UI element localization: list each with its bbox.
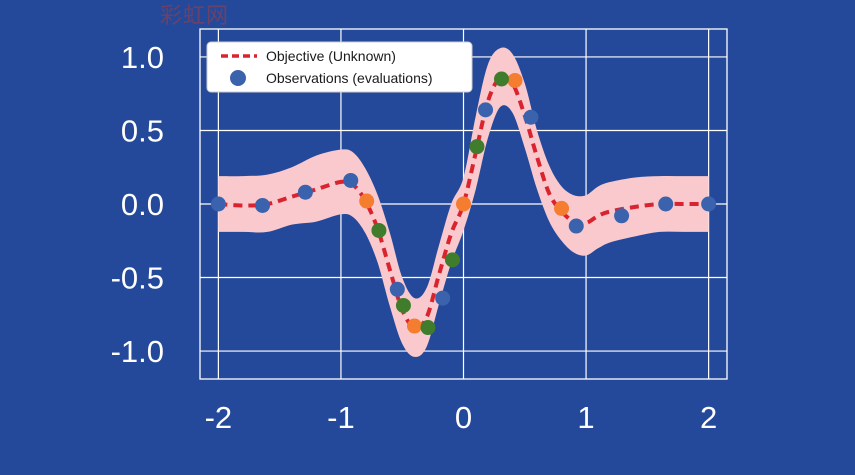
observations-blue-point [435, 290, 451, 306]
y-tick-label: -1.0 [111, 334, 164, 369]
observations-blue-point [297, 184, 313, 200]
legend-label: Observations (evaluations) [266, 70, 433, 86]
x-tick-label: 2 [700, 400, 717, 435]
y-tick-label: 0.0 [121, 187, 164, 222]
observations-blue-point [343, 172, 359, 188]
legend-box [206, 41, 473, 93]
objective-line-path [218, 74, 709, 330]
y-tick-label: 1.0 [121, 40, 164, 75]
observations-blue-point [701, 196, 717, 212]
observations-blue-point [255, 197, 271, 213]
observations-orange-point [359, 193, 375, 209]
legend-dot-marker [230, 70, 246, 86]
observations-green-point [469, 139, 485, 155]
observations-blue-point [568, 218, 584, 234]
observations-blue-point [478, 102, 494, 118]
observation-points [210, 71, 717, 336]
x-tick-label: 0 [455, 400, 472, 435]
observations-green-point [420, 320, 436, 336]
observations-blue-point [658, 196, 674, 212]
objective-line [218, 74, 709, 330]
legend-label: Objective (Unknown) [266, 48, 396, 64]
observations-orange-point [456, 196, 471, 212]
observations-blue-point [614, 208, 630, 224]
observations-orange-point [554, 200, 570, 216]
x-tick-label: -1 [327, 400, 355, 435]
axes: -2 -1 0 1 2 1.0 0.5 0.0 -0.5 -1.0 [111, 40, 718, 435]
observations-orange-point [507, 72, 523, 88]
watermark-logo: 彩虹网 [160, 4, 230, 29]
observations-blue-point [523, 109, 539, 125]
observations-green-point [371, 222, 387, 238]
legend: Objective (Unknown) Observations (evaluat… [206, 41, 473, 93]
y-tick-label: -0.5 [111, 261, 164, 296]
observations-orange-point [406, 318, 422, 334]
observations-green-point [395, 297, 411, 313]
observations-blue-point [389, 281, 405, 297]
x-tick-label: -2 [205, 400, 233, 435]
observations-green-point [444, 252, 460, 268]
x-tick-label: 1 [577, 400, 594, 435]
observations-green-point [493, 71, 509, 87]
y-tick-label: 0.5 [121, 113, 164, 148]
observations-blue-point [210, 196, 226, 212]
